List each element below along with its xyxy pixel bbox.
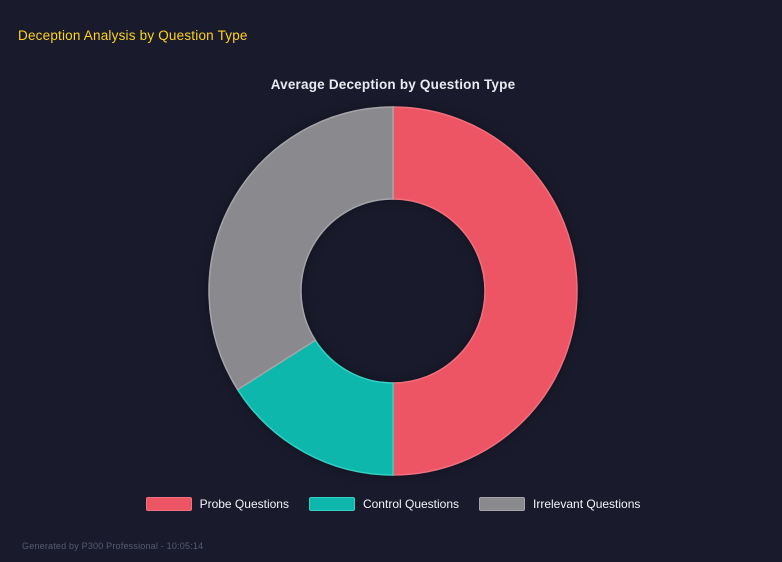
legend-item-irrelevant-questions[interactable]: Irrelevant Questions <box>479 497 640 511</box>
slice-probe-questions[interactable] <box>392 106 578 476</box>
slice-irrelevant-questions[interactable] <box>208 106 394 391</box>
legend-item-control-questions[interactable]: Control Questions <box>308 497 460 511</box>
slice-control-questions[interactable] <box>236 339 394 476</box>
legend-item-probe-questions[interactable]: Probe Questions <box>145 497 289 511</box>
footer-note: Generated by P300 Professional - 10:05:1… <box>22 541 204 551</box>
legend-label-control-questions: Control Questions <box>362 497 460 511</box>
legend-label-irrelevant-questions: Irrelevant Questions <box>533 497 641 511</box>
legend-label-probe-questions: Probe Questions <box>199 497 289 511</box>
chart-title: Average Deception by Question Type <box>270 77 516 92</box>
legend-swatch-probe-questions <box>145 497 192 511</box>
doughnut-chart[interactable] <box>205 103 581 479</box>
chart-legend: Probe Questions Control Questions Irreleva… <box>0 497 782 511</box>
legend-swatch-control-questions <box>308 497 355 511</box>
page-title: Deception Analysis by Question Type <box>18 28 248 43</box>
legend-swatch-irrelevant-questions <box>479 497 526 511</box>
